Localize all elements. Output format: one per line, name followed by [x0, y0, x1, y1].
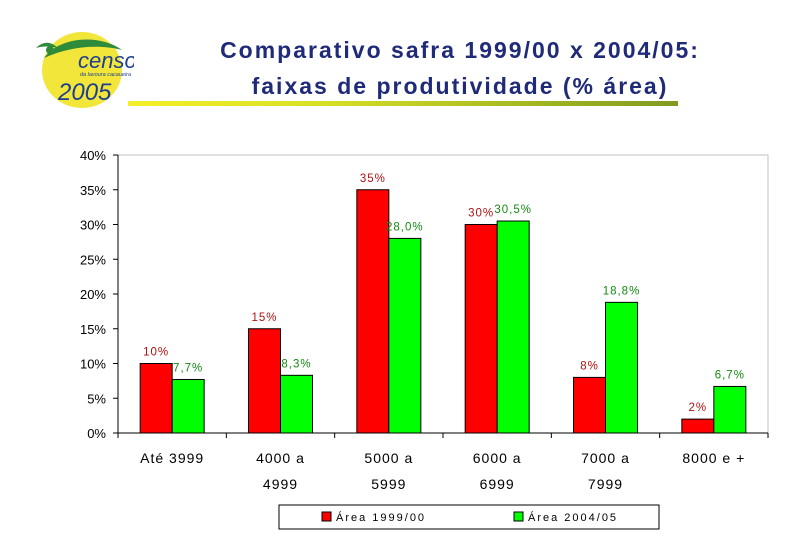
bar	[713, 385, 747, 434]
logo-word: censo	[78, 48, 134, 73]
y-tick-label: 25%	[80, 252, 106, 267]
bars	[139, 189, 747, 434]
data-label: 30%	[468, 208, 494, 220]
bar	[171, 378, 205, 434]
data-label: 18,8%	[603, 285, 641, 297]
data-label: 7,7%	[173, 362, 203, 374]
x-tick-label: 4000 a 4999	[256, 450, 305, 492]
data-label: 8%	[580, 360, 599, 372]
legend-label: Área 1999/00	[336, 511, 426, 524]
y-tick-label: 30%	[80, 218, 106, 233]
title-line-2: faixas de produtividade (% área)	[251, 73, 669, 99]
logo-subtitle: da lavoura cacaueira	[80, 72, 131, 78]
data-label: 35%	[360, 173, 386, 185]
bar	[280, 374, 313, 434]
x-tick-label: 6000 a 6999	[473, 450, 522, 492]
y-tick-label: 10%	[80, 357, 106, 372]
data-label: 30,5%	[494, 204, 532, 216]
data-label: 15%	[251, 312, 277, 324]
x-tick-label: 5000 a 5999	[364, 450, 413, 492]
y-tick-label: 20%	[80, 287, 106, 302]
bar	[356, 189, 390, 434]
bar	[248, 328, 281, 434]
y-axis: 0% 5% 10% 15% 20% 25% 30% 35% 40%	[80, 148, 119, 441]
data-label: 6,7%	[715, 369, 745, 381]
bar	[573, 376, 606, 434]
bar	[605, 301, 638, 434]
bar	[464, 224, 498, 434]
y-tick-label: 0%	[87, 426, 106, 441]
x-tick-label: Até 3999	[140, 450, 204, 466]
x-tick-label: 7000 a 7999	[581, 450, 630, 492]
x-axis: Até 3999 4000 a 4999 5000 a 5999 6000 a 6999 70…	[117, 432, 769, 492]
bar	[496, 220, 530, 434]
page-title: Comparativo safra 1999/00 x 2004/05: fai…	[150, 32, 770, 104]
legend: Área 1999/00 Área 2004/05	[278, 504, 660, 530]
title-underline	[128, 101, 678, 106]
data-label: 10%	[143, 347, 169, 359]
data-labels: 10% 15% 35% 30% 8% 2% 7,7% 8,3% 28,0% 30,5% 18,8% 6…	[143, 173, 745, 414]
title-line-1: Comparativo safra 1999/00 x 2004/05:	[220, 37, 700, 63]
bar	[139, 363, 173, 434]
legend-swatch	[513, 511, 524, 522]
y-tick-label: 40%	[80, 148, 106, 163]
bar	[388, 237, 422, 434]
data-label: 2%	[689, 402, 708, 414]
data-label: 8,3%	[281, 358, 311, 370]
legend-box	[278, 504, 660, 530]
x-tick-label: 8000 e +	[682, 450, 745, 466]
plot-area	[117, 154, 769, 434]
logo-year: 2005	[57, 79, 112, 106]
censo-2005-logo: censo da lavoura cacaueira 2005	[36, 32, 134, 108]
bar	[681, 418, 715, 434]
data-label: 28,0%	[386, 221, 424, 233]
y-tick-label: 5%	[87, 391, 106, 406]
y-tick-label: 15%	[80, 322, 106, 337]
y-tick-label: 35%	[80, 183, 106, 198]
legend-label: Área 2004/05	[528, 511, 618, 524]
legend-swatch	[321, 511, 332, 522]
